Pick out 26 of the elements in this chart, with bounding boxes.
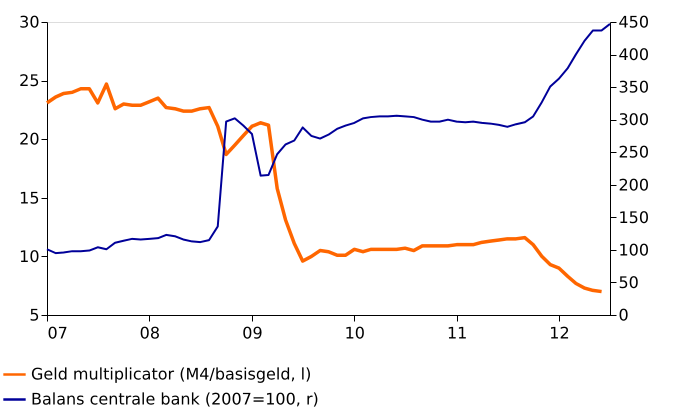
y2-tick-label: 400 bbox=[618, 45, 650, 64]
y2-tick-label: 0 bbox=[618, 306, 629, 324]
line-series bbox=[46, 22, 611, 254]
y2-tick-label: 50 bbox=[618, 272, 639, 292]
y-tick-label: 10 bbox=[19, 246, 40, 266]
y-tick-label: 30 bbox=[19, 12, 40, 32]
y-tick-label: 25 bbox=[19, 71, 40, 90]
legend-label: Balans centrale bank (2007=100, r) bbox=[31, 390, 319, 408]
y-tick-label: 15 bbox=[19, 188, 40, 208]
y2-tick-label: 450 bbox=[618, 12, 650, 32]
y2-tick-label: 300 bbox=[618, 110, 650, 130]
x-tick-label: 11 bbox=[446, 324, 468, 342]
x-tick-label: 12 bbox=[549, 324, 570, 342]
legend-label: Geld multiplicator (M4/basisgeld, l) bbox=[31, 364, 312, 384]
line-series bbox=[45, 82, 604, 294]
y-tick-label: 5 bbox=[29, 306, 40, 324]
y2-tick-label: 250 bbox=[618, 142, 650, 162]
y2-tick-label: 100 bbox=[618, 240, 650, 260]
x-tick-label: 08 bbox=[140, 324, 160, 342]
x-tick-label: 07 bbox=[48, 324, 68, 342]
y2-tick-label: 150 bbox=[618, 208, 650, 227]
x-tick-label: 10 bbox=[344, 324, 365, 342]
x-tick-label: 09 bbox=[242, 324, 263, 342]
y2-tick-label: 200 bbox=[618, 175, 650, 194]
y2-tick-label: 350 bbox=[618, 78, 650, 97]
y-tick-label: 20 bbox=[19, 130, 40, 149]
